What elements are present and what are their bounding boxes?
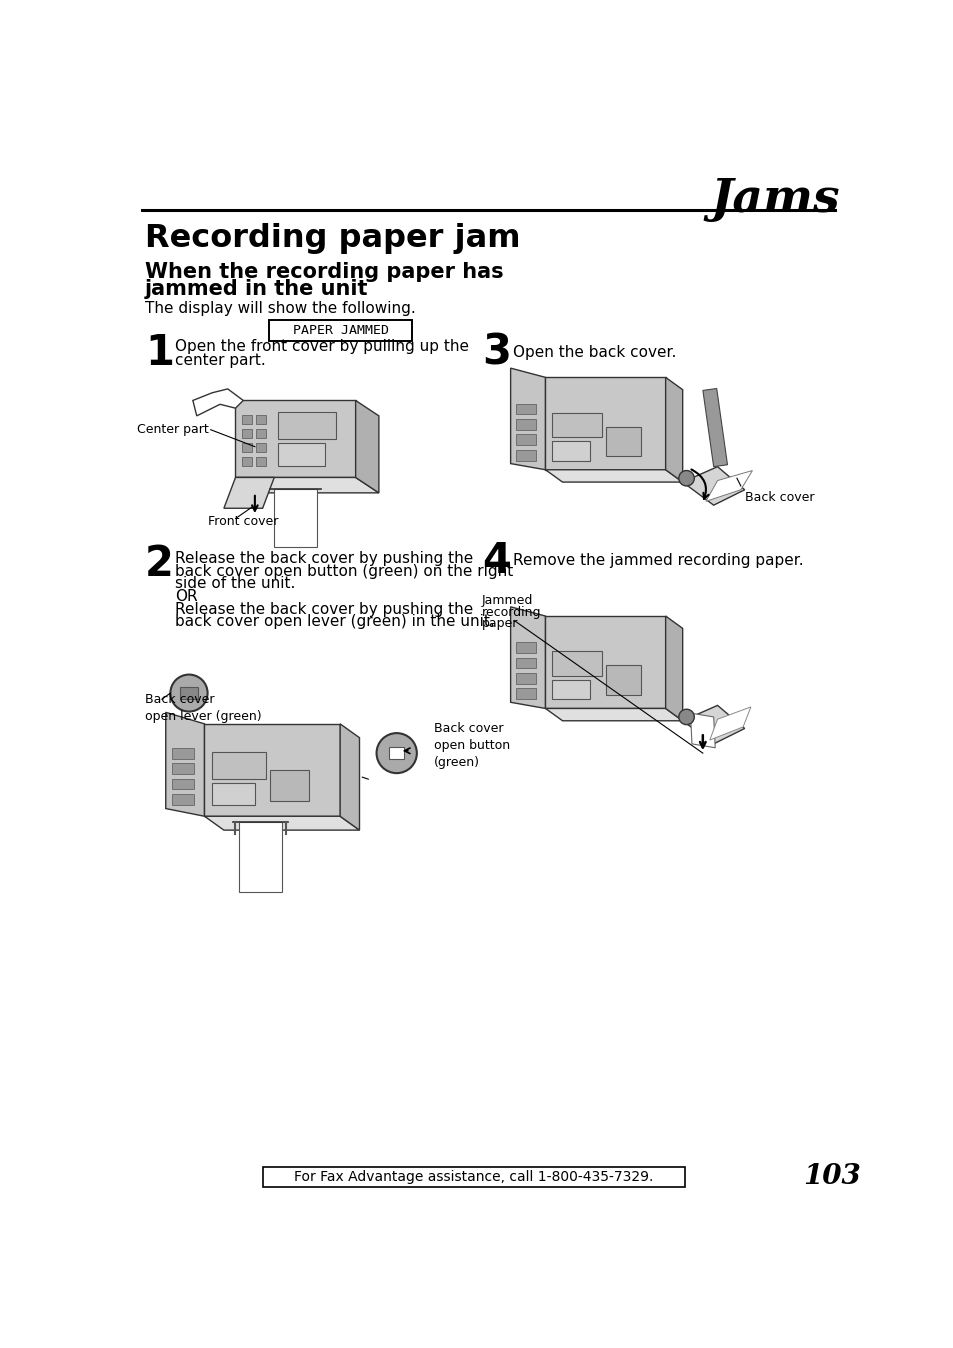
Bar	[278, 412, 335, 439]
Polygon shape	[510, 607, 545, 709]
Bar	[516, 673, 536, 683]
Text: For Fax Advantage assistance, call 1-800-435-7329.: For Fax Advantage assistance, call 1-800…	[294, 1170, 653, 1184]
Text: side of the unit.: side of the unit.	[174, 576, 295, 592]
Polygon shape	[682, 466, 744, 506]
Polygon shape	[682, 705, 744, 744]
Bar	[241, 429, 252, 438]
Text: Release the back cover by pushing the: Release the back cover by pushing the	[174, 551, 473, 566]
Polygon shape	[355, 400, 378, 493]
Bar	[172, 763, 193, 774]
Text: Center part: Center part	[136, 423, 208, 437]
Bar	[270, 770, 309, 801]
Text: Remove the jammed recording paper.: Remove the jammed recording paper.	[513, 553, 802, 568]
Polygon shape	[235, 400, 355, 477]
Bar	[551, 412, 601, 437]
Text: PAPER JAMMED: PAPER JAMMED	[293, 324, 388, 337]
Bar	[269, 319, 412, 341]
Polygon shape	[204, 724, 340, 817]
Bar	[605, 666, 640, 694]
Polygon shape	[545, 377, 665, 469]
Polygon shape	[705, 470, 752, 501]
Bar	[212, 783, 254, 805]
Text: Back cover
open button
(green): Back cover open button (green)	[434, 723, 510, 768]
Polygon shape	[709, 706, 750, 740]
Text: OR: OR	[174, 589, 197, 604]
Text: recording: recording	[481, 605, 541, 619]
Bar	[255, 429, 266, 438]
Polygon shape	[690, 713, 715, 748]
Text: center part.: center part.	[174, 353, 266, 368]
Bar	[389, 747, 404, 759]
Bar	[278, 442, 324, 466]
Text: back cover open lever (green) in the unit.: back cover open lever (green) in the uni…	[174, 615, 495, 630]
Polygon shape	[239, 822, 282, 892]
Polygon shape	[510, 368, 545, 469]
Text: back cover open button (green) on the right: back cover open button (green) on the ri…	[174, 563, 513, 578]
Text: Front cover: Front cover	[208, 515, 278, 528]
Text: Open the front cover by pulling up the: Open the front cover by pulling up the	[174, 340, 469, 355]
Bar	[516, 403, 536, 414]
Text: Recording paper jam: Recording paper jam	[145, 224, 519, 255]
Bar	[172, 779, 193, 790]
Bar	[702, 388, 727, 466]
Bar	[241, 415, 252, 425]
Polygon shape	[224, 477, 274, 508]
Polygon shape	[545, 616, 665, 709]
Bar	[262, 1166, 684, 1186]
Bar	[516, 450, 536, 461]
Bar	[551, 679, 590, 700]
Bar	[516, 658, 536, 669]
Text: 103: 103	[802, 1163, 861, 1190]
Polygon shape	[166, 712, 204, 817]
Polygon shape	[545, 709, 682, 721]
Bar	[551, 651, 601, 677]
Circle shape	[679, 470, 694, 485]
Polygon shape	[665, 616, 682, 721]
Polygon shape	[235, 477, 378, 493]
Text: Jams: Jams	[710, 175, 840, 221]
Text: Back cover: Back cover	[744, 491, 813, 504]
Bar	[179, 687, 198, 700]
Circle shape	[376, 733, 416, 774]
Bar	[516, 419, 536, 430]
Text: Open the back cover.: Open the back cover.	[513, 345, 676, 360]
Bar	[255, 442, 266, 452]
Text: 3: 3	[481, 332, 511, 373]
Text: Jammed: Jammed	[481, 594, 533, 607]
Text: 1: 1	[145, 332, 173, 373]
Bar	[255, 457, 266, 466]
Text: Back cover
open lever (green): Back cover open lever (green)	[145, 693, 261, 724]
Polygon shape	[274, 489, 316, 547]
Bar	[516, 434, 536, 445]
Circle shape	[679, 709, 694, 725]
Text: 2: 2	[145, 543, 173, 585]
Text: The display will show the following.: The display will show the following.	[145, 301, 416, 315]
Bar	[241, 457, 252, 466]
Bar	[241, 442, 252, 452]
Circle shape	[171, 674, 208, 712]
Bar	[551, 441, 590, 461]
Polygon shape	[665, 377, 682, 483]
Bar	[255, 415, 266, 425]
Text: 4: 4	[481, 539, 510, 581]
Polygon shape	[204, 817, 359, 830]
Bar	[605, 426, 640, 456]
Text: paper: paper	[481, 617, 517, 631]
Text: Release the back cover by pushing the: Release the back cover by pushing the	[174, 601, 473, 616]
Polygon shape	[340, 724, 359, 830]
Polygon shape	[545, 469, 682, 483]
Polygon shape	[193, 390, 243, 417]
Bar	[516, 642, 536, 652]
Text: When the recording paper has: When the recording paper has	[145, 262, 503, 282]
Bar	[212, 752, 266, 779]
Bar	[172, 794, 193, 805]
Bar	[516, 689, 536, 700]
Bar	[172, 748, 193, 759]
Text: jammed in the unit: jammed in the unit	[145, 279, 368, 299]
